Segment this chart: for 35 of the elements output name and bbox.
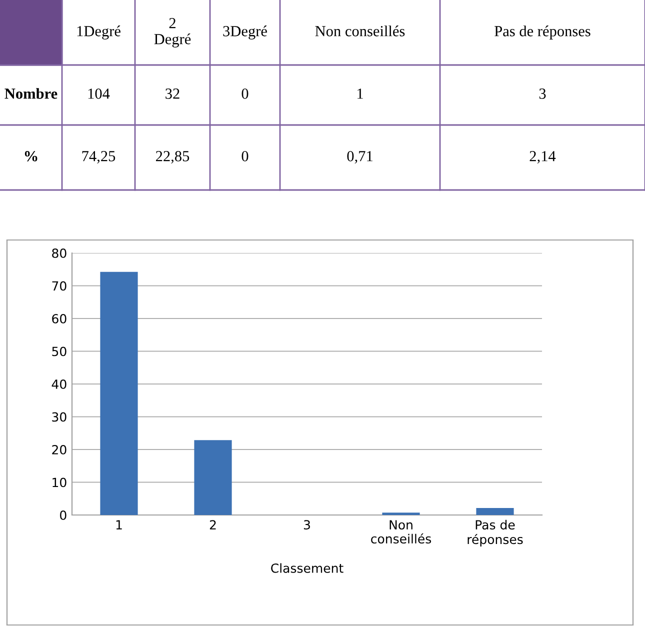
text: 3Degré [223, 26, 267, 40]
y-tick-label: 60 [52, 314, 66, 324]
text: 0,71 [347, 151, 372, 164]
bar [476, 508, 514, 515]
x-axis-title: Classement [271, 563, 344, 573]
y-tick-label: 80 [52, 248, 66, 258]
y-tick-label: 30 [52, 412, 66, 422]
y-tick-label: 20 [52, 444, 66, 454]
text: 22,85 [156, 151, 190, 164]
text: 3 [539, 88, 546, 99]
y-tick-label: 0 [60, 510, 66, 520]
text: 2,14 [530, 151, 556, 164]
x-tick-label: 2 [210, 520, 216, 530]
y-tick-label: 40 [52, 379, 66, 389]
y-tick-label: 70 [52, 281, 66, 291]
text: 1 [358, 88, 363, 99]
y-tick-label: 50 [52, 346, 66, 356]
text: % [24, 151, 38, 162]
x-tick-label: 3 [304, 520, 310, 530]
x-tick-label: 1 [116, 520, 122, 530]
text: Non conseillés [315, 26, 405, 36]
text: Nombre [4, 88, 58, 99]
text: 0 [242, 151, 248, 162]
text: 104 [88, 88, 110, 99]
text: 2 Degré [154, 18, 191, 48]
bar [100, 272, 138, 515]
x-tick-label: Non conseillés [371, 520, 432, 544]
y-tick-label: 10 [52, 478, 66, 488]
bar [194, 440, 232, 515]
text: Pas de réponses [494, 26, 590, 40]
text: 32 [166, 88, 180, 99]
x-tick-label: Pas de réponses [468, 520, 523, 547]
text: 0 [242, 88, 248, 99]
text: 1Degré [77, 26, 120, 40]
text: 74,25 [82, 151, 116, 164]
